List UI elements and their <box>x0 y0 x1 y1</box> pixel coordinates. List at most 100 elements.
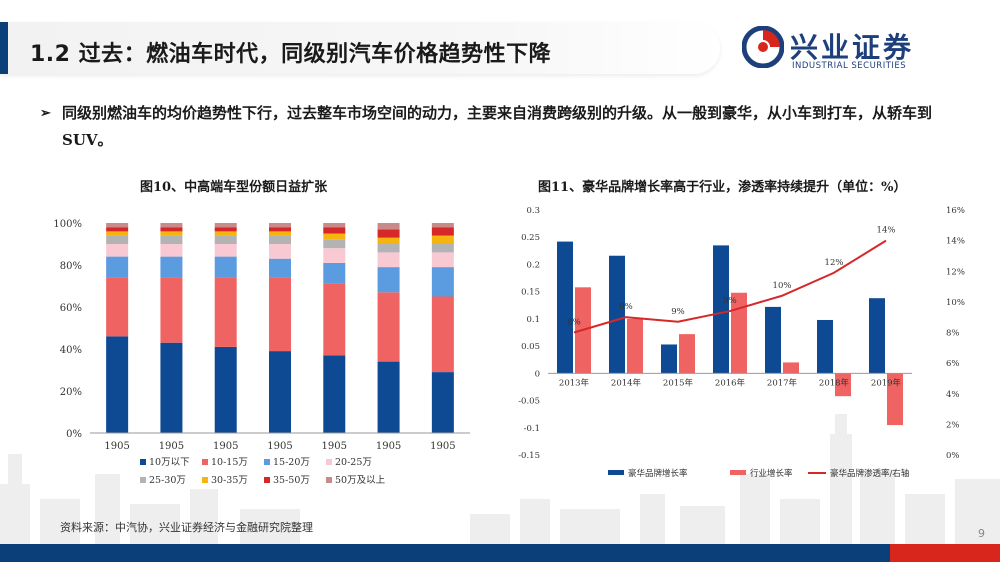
chart2-legend-label: 豪华品牌渗透率/右轴 <box>830 468 909 479</box>
chart2-x-tick: 2018年 <box>819 377 850 388</box>
logo-swirl-icon <box>742 26 784 68</box>
chart2-y2-tick: 6% <box>946 359 960 369</box>
chart1-bar-segment <box>106 231 129 236</box>
chart2-legend-label: 豪华品牌增长率 <box>628 468 688 479</box>
chart1-x-tick: 1905 <box>267 441 292 452</box>
chart1-bar-segment <box>323 233 346 240</box>
chart1-bar-segment <box>269 258 291 278</box>
chart1-x-tick: 1905 <box>104 441 129 452</box>
chart1-bar-segment <box>160 256 183 278</box>
chart1-bar-segment <box>214 346 237 433</box>
title-banner <box>0 22 720 74</box>
chart1-y-tick: 40% <box>60 345 82 356</box>
chart2-y-tick: -0.05 <box>518 397 540 407</box>
chart2-title: 图11、豪华品牌增长率高于行业，渗透率持续提升（单位：%） <box>538 180 907 195</box>
chart2-x-tick: 2014年 <box>611 377 642 388</box>
chart1-legend-label: 30-35万 <box>211 475 248 486</box>
chart2-x-tick: 2013年 <box>559 377 590 388</box>
chart1-bar-segment <box>160 227 183 232</box>
chart1-legend-label: 10-15万 <box>211 457 248 468</box>
chart1-bar-segment <box>269 235 291 244</box>
chart1-bar-segment <box>106 244 129 257</box>
logo-name-cn: 兴业证券 <box>790 31 915 64</box>
chart1-bar-segment <box>431 223 454 228</box>
chart1-bar-segment <box>269 227 291 232</box>
chart1-bar-segment <box>214 256 237 278</box>
chart1-legend-swatch <box>264 477 270 483</box>
chart2-line-label: 8% <box>567 318 581 328</box>
chart1-bar-segment <box>323 239 346 249</box>
chart1-y-tick: 60% <box>60 303 82 314</box>
chart2-y2-tick: 12% <box>946 267 965 277</box>
page-title: 1.2 过去：燃油车时代，同级别汽车价格趋势性下降 <box>30 42 552 67</box>
chart1-bar-segment <box>106 235 129 244</box>
chart1-bar-segment <box>106 277 129 337</box>
chart2-bar <box>731 292 747 374</box>
city-skyline-background <box>0 414 1000 544</box>
chart2-y2-tick: 16% <box>946 206 965 216</box>
chart1-bar-segment <box>214 277 237 347</box>
chart1-y-tick: 20% <box>60 387 82 398</box>
chart2-bar <box>817 319 833 374</box>
chart2-bar <box>713 245 729 374</box>
chart1-y-tick: 80% <box>60 261 82 272</box>
chart1-bar-segment <box>323 262 346 284</box>
chart1-bar-segment <box>431 227 454 236</box>
chart2-legend-label: 行业增长率 <box>750 468 793 479</box>
chart2-x-tick: 2017年 <box>767 377 798 388</box>
chart1-legend-label: 35-50万 <box>273 475 310 486</box>
chart1-legend-swatch <box>140 459 146 465</box>
chart1-legend-swatch <box>202 459 208 465</box>
title-accent-bar <box>0 22 8 74</box>
footer-bar-blue <box>0 544 890 562</box>
chart1-bar-segment <box>323 223 346 228</box>
chart1-bar-segment <box>160 231 183 236</box>
chart2-y2-tick: 2% <box>946 420 960 430</box>
chart2-y2-tick: 4% <box>946 390 960 400</box>
chart1-bar-segment <box>377 237 400 244</box>
chart2-bar <box>783 362 799 374</box>
chart2-bar <box>661 344 677 374</box>
chart2-x-tick: 2019年 <box>871 377 902 388</box>
chart1-y-tick: 0% <box>66 429 82 440</box>
chart1-bar-segment <box>106 336 129 433</box>
chart2-x-tick: 2016年 <box>715 377 746 388</box>
chart1-bar-segment <box>214 227 237 232</box>
chart1-bar-segment <box>106 223 129 228</box>
chart1-bar-segment <box>377 292 400 362</box>
chart2-y-tick: -0.15 <box>518 451 540 461</box>
chart2-y-tick: 0 <box>535 369 540 379</box>
chart2-y-tick: 0.25 <box>521 233 540 243</box>
chart2-y-tick: 0.2 <box>526 260 540 270</box>
chart2-bar <box>869 298 885 374</box>
chart2-bar <box>557 241 573 374</box>
chart1-legend-swatch <box>326 459 332 465</box>
bullet-text: 同级别燃油车的均价趋势性下行，过去整车市场空间的动力，主要来自消费跨级别的升级。… <box>62 104 933 149</box>
chart2-bar <box>765 306 781 374</box>
chart1-bar-segment <box>160 277 183 343</box>
source-note: 资料来源：中汽协，兴业证券经济与金融研究院整理 <box>60 521 313 534</box>
chart1-legend-swatch <box>326 477 332 483</box>
chart1-bar-segment <box>431 252 454 268</box>
chart1-bar-segment <box>431 235 454 244</box>
chart1-x-tick: 1905 <box>213 441 238 452</box>
chart2-bar <box>835 373 851 397</box>
chart1-y-tick: 100% <box>53 219 82 230</box>
chart1-legend-swatch <box>264 459 270 465</box>
chart2-y2-tick: 8% <box>946 329 960 339</box>
chart2-line-label: 10% <box>773 281 792 291</box>
page-number: 9 <box>978 527 985 540</box>
chart1-bar-segment <box>214 231 237 236</box>
chart2-y-tick: 0.1 <box>526 315 540 325</box>
chart2-bar <box>679 334 695 374</box>
chart2-line-label: 9% <box>619 302 633 312</box>
chart1-title: 图10、中高端车型份额日益扩张 <box>140 180 328 195</box>
arrow-right-icon: ➢ <box>40 106 51 121</box>
chart1-bar-segment <box>269 351 291 433</box>
chart2-line-label: 9% <box>723 296 737 306</box>
chart2-bar <box>627 318 643 374</box>
chart2-line-label: 9% <box>671 307 685 317</box>
chart2-y-tick: 0.15 <box>521 288 540 298</box>
chart1-bar-segment <box>269 244 291 259</box>
chart1-legend-label: 25-30万 <box>149 475 186 486</box>
